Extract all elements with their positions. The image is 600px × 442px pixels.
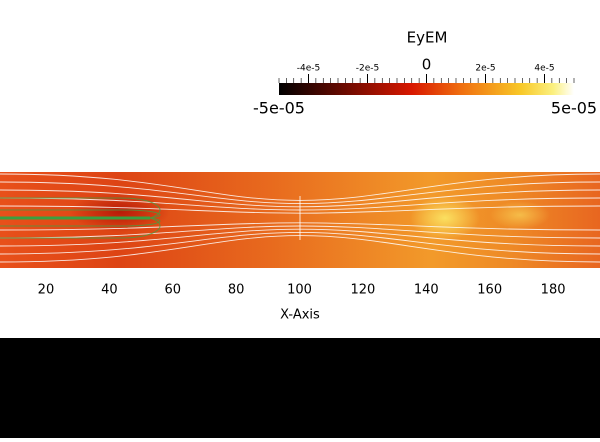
streamline xyxy=(0,217,161,239)
x-tick-label: 60 xyxy=(164,283,181,298)
streamline xyxy=(0,217,161,227)
x-tick-label: 120 xyxy=(351,283,376,298)
x-tick-label: 100 xyxy=(287,283,312,298)
field-plot xyxy=(0,172,600,268)
streamline xyxy=(0,197,161,219)
colorbar-tick-label: 0 xyxy=(422,56,432,74)
x-tick-label: 20 xyxy=(38,283,55,298)
x-tick-label: 180 xyxy=(541,283,566,298)
x-tick-label: 80 xyxy=(228,283,245,298)
colorbar-ticks: -5e-05 5e-05 -4e-5 -2e-5 0 2e-5 4e-5 xyxy=(253,56,597,118)
colorbar-tick-label: -4e-5 xyxy=(297,64,320,74)
colorbar-title: EyEM xyxy=(407,29,448,47)
x-tick-label: 40 xyxy=(101,283,118,298)
field-feature xyxy=(490,201,550,229)
colorbar-range-label: -5e-05 xyxy=(253,99,305,118)
field-feature xyxy=(410,196,480,240)
x-axis-title: X-Axis xyxy=(280,308,320,323)
colorbar-range-label: 5e-05 xyxy=(551,99,597,118)
x-tick-label: 140 xyxy=(414,283,439,298)
empty-area xyxy=(0,338,600,438)
x-tick-label: 160 xyxy=(477,283,502,298)
streamline xyxy=(0,209,161,219)
x-axis: 20 40 60 80 100 120 140 160 180 xyxy=(38,283,566,298)
colorbar-tick-label: -2e-5 xyxy=(356,64,379,74)
colorbar-tick-label: 2e-5 xyxy=(475,64,495,74)
colorbar xyxy=(279,83,574,95)
colorbar-tick-label: 4e-5 xyxy=(534,64,554,74)
